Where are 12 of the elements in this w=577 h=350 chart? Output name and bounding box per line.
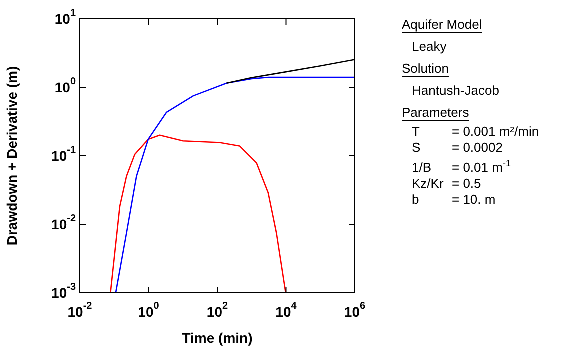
- text: Solution: [402, 60, 450, 78]
- text: T = 0.001 m²/min: [412, 124, 540, 139]
- text: Parameters: [402, 104, 470, 122]
- text: Kz/Kr = 0.5: [412, 176, 482, 192]
- text: Hantush-Jacob: [411, 82, 500, 100]
- x-axis-title: Time (min): [182, 330, 253, 346]
- text: Leaky: [411, 38, 448, 56]
- text: b = 10. m: [412, 192, 496, 208]
- y-axis-title: Drawdown + Derivative (m): [4, 66, 20, 246]
- text: S = 0.0002: [412, 140, 503, 155]
- text: Aquifer Model: [402, 16, 484, 34]
- text: 1/B = 0.01 m$^{-1}$: [412, 159, 511, 176]
